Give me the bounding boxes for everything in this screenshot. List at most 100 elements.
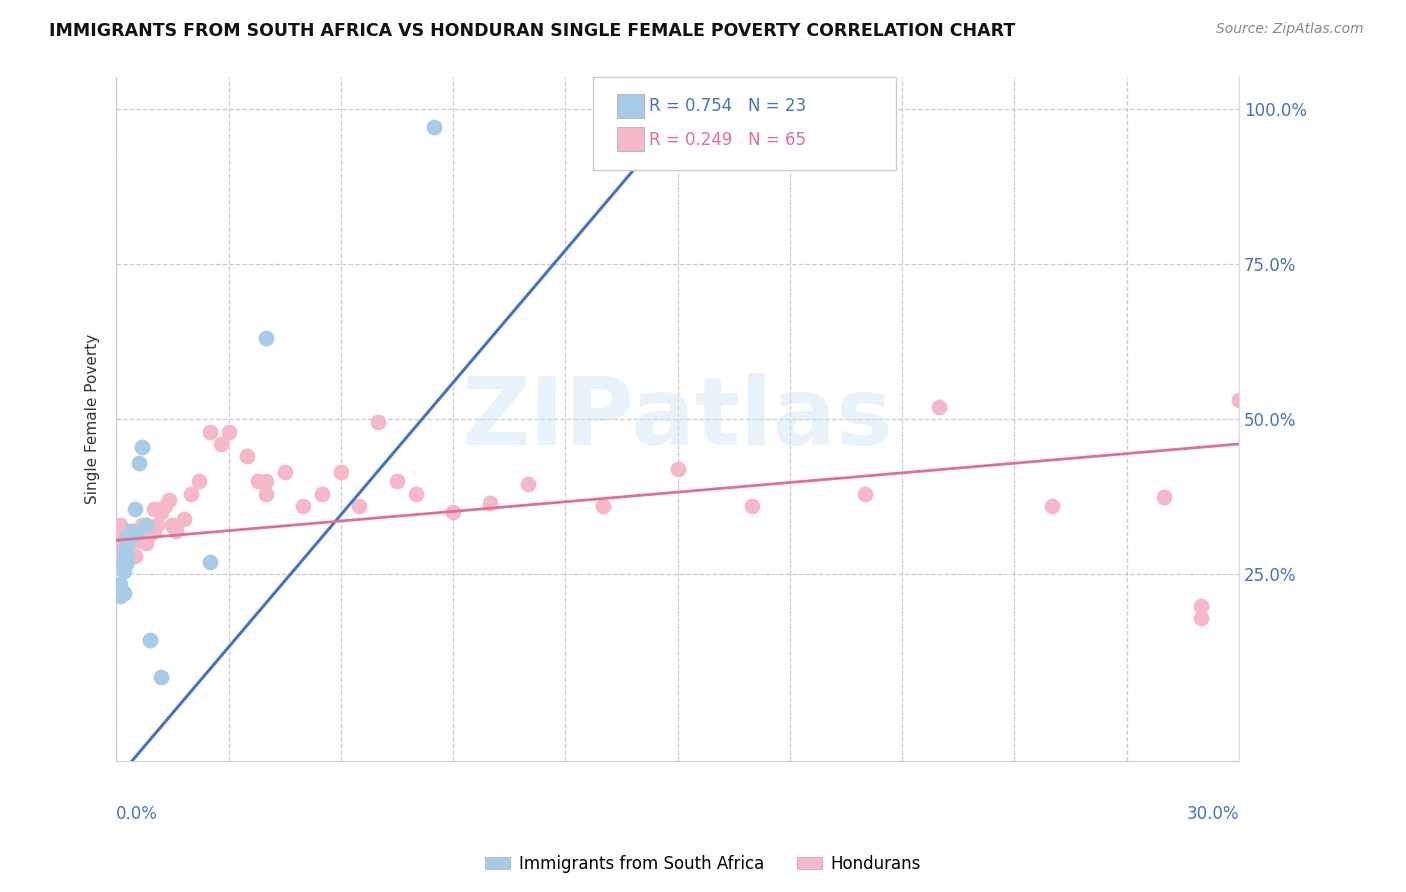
- Point: [117, 552, 139, 566]
- Point: [112, 555, 135, 569]
- Point: [1227, 393, 1250, 408]
- Point: [1040, 499, 1063, 513]
- Point: [273, 465, 295, 479]
- Text: 30.0%: 30.0%: [1187, 805, 1239, 823]
- Point: [150, 505, 173, 519]
- Point: [165, 524, 187, 538]
- FancyBboxPatch shape: [617, 128, 644, 152]
- Point: [120, 524, 142, 538]
- Point: [209, 437, 232, 451]
- Text: Source: ZipAtlas.com: Source: ZipAtlas.com: [1216, 22, 1364, 37]
- Point: [108, 555, 131, 569]
- Point: [120, 527, 142, 541]
- Point: [108, 549, 131, 563]
- Point: [592, 499, 614, 513]
- Point: [117, 527, 139, 541]
- Point: [112, 555, 135, 569]
- Point: [131, 521, 153, 535]
- Point: [131, 440, 153, 454]
- Point: [124, 524, 146, 538]
- Legend: Immigrants from South Africa, Hondurans: Immigrants from South Africa, Hondurans: [478, 848, 928, 880]
- Point: [117, 540, 139, 554]
- Point: [928, 400, 950, 414]
- Point: [180, 486, 202, 500]
- Point: [117, 530, 139, 544]
- Point: [405, 486, 427, 500]
- Point: [112, 546, 135, 560]
- Point: [117, 555, 139, 569]
- Point: [198, 425, 221, 439]
- Point: [311, 486, 333, 500]
- Point: [108, 524, 131, 538]
- Point: [142, 524, 165, 538]
- Point: [108, 589, 131, 603]
- Text: 0.0%: 0.0%: [117, 805, 157, 823]
- Point: [146, 517, 169, 532]
- Point: [112, 586, 135, 600]
- Point: [108, 542, 131, 557]
- Point: [108, 527, 131, 541]
- Point: [329, 465, 352, 479]
- Point: [112, 542, 135, 557]
- Point: [112, 527, 135, 541]
- Point: [128, 456, 150, 470]
- Point: [198, 555, 221, 569]
- Point: [187, 475, 209, 489]
- Point: [1153, 490, 1175, 504]
- Point: [139, 527, 162, 541]
- Point: [741, 499, 763, 513]
- Point: [367, 415, 389, 429]
- Point: [117, 549, 139, 563]
- Text: IMMIGRANTS FROM SOUTH AFRICA VS HONDURAN SINGLE FEMALE POVERTY CORRELATION CHART: IMMIGRANTS FROM SOUTH AFRICA VS HONDURAN…: [49, 22, 1015, 40]
- Point: [108, 533, 131, 548]
- Point: [108, 576, 131, 591]
- Point: [117, 536, 139, 550]
- Point: [423, 120, 446, 135]
- Point: [135, 536, 157, 550]
- Point: [153, 499, 176, 513]
- Point: [292, 499, 315, 513]
- Point: [516, 477, 538, 491]
- Point: [108, 582, 131, 597]
- Point: [479, 496, 502, 510]
- Point: [120, 533, 142, 548]
- Point: [254, 486, 277, 500]
- Point: [120, 524, 142, 538]
- Point: [853, 486, 876, 500]
- Point: [135, 517, 157, 532]
- Y-axis label: Single Female Poverty: Single Female Poverty: [86, 334, 100, 504]
- Point: [112, 565, 135, 579]
- Point: [157, 492, 180, 507]
- Point: [135, 517, 157, 532]
- Point: [1189, 611, 1212, 625]
- Point: [218, 425, 240, 439]
- Point: [131, 517, 153, 532]
- Point: [142, 502, 165, 516]
- Point: [124, 533, 146, 548]
- Point: [349, 499, 371, 513]
- Point: [124, 502, 146, 516]
- FancyBboxPatch shape: [593, 78, 897, 169]
- Point: [385, 475, 408, 489]
- Point: [128, 533, 150, 548]
- Point: [441, 505, 464, 519]
- Point: [173, 511, 195, 525]
- Point: [247, 475, 270, 489]
- Point: [254, 331, 277, 345]
- Point: [162, 517, 184, 532]
- Point: [236, 450, 259, 464]
- Point: [1189, 599, 1212, 613]
- Point: [128, 527, 150, 541]
- Point: [150, 670, 173, 684]
- Text: ZIPatlas: ZIPatlas: [461, 373, 893, 465]
- Point: [108, 517, 131, 532]
- FancyBboxPatch shape: [617, 94, 644, 118]
- Point: [139, 632, 162, 647]
- Point: [124, 549, 146, 563]
- Point: [124, 527, 146, 541]
- Text: R = 0.754   N = 23: R = 0.754 N = 23: [650, 97, 807, 115]
- Text: R = 0.249   N = 65: R = 0.249 N = 65: [650, 130, 807, 149]
- Point: [666, 462, 689, 476]
- Point: [112, 536, 135, 550]
- Point: [254, 475, 277, 489]
